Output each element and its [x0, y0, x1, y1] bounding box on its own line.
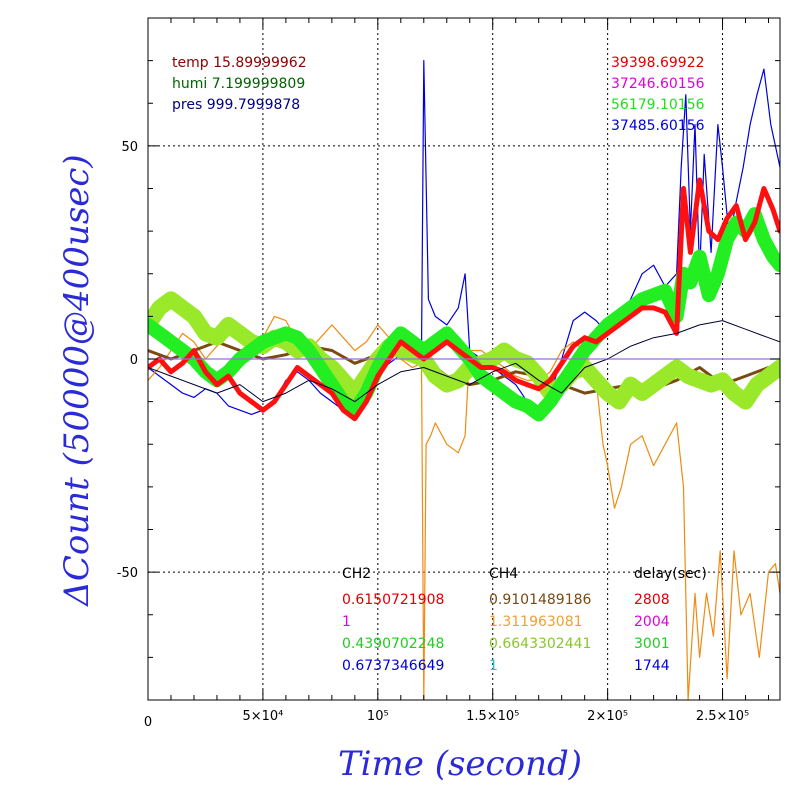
table-ch2-value: 0.6737346649 [342, 658, 444, 674]
y-tick-label: -50 [117, 566, 138, 581]
count-value: 37485.60156 [611, 118, 705, 134]
env-reading: humi 7.199999809 [172, 76, 305, 92]
table-ch2-value: 0.6150721908 [342, 592, 444, 608]
annotations: temp 15.89999962 humi 7.199999809 pres 999… [172, 55, 707, 674]
series-line-7 [148, 320, 780, 403]
table-ch4-value: 1.311963081 [489, 614, 583, 630]
table-header: delay(sec) [634, 566, 707, 582]
series-line-5 [148, 207, 780, 422]
y-tick-label: 0 [130, 353, 138, 368]
table-ch2-value: 0.4390702248 [342, 636, 444, 652]
count-value: 39398.69922 [611, 55, 705, 71]
table-header: CH4 [489, 566, 518, 582]
env-reading: pres 999.7999878 [172, 97, 300, 113]
table-header: CH2 [342, 566, 371, 582]
x-tick-label: 2.5×10⁵ [696, 709, 749, 724]
tick-labels: 0 5×10⁴ 10⁵ 1.5×10⁵ 2×10⁵ 2.5×10⁵ 50 0 -50 [117, 140, 749, 730]
table-delay-value: 3001 [634, 636, 670, 652]
ticks [147, 18, 780, 700]
y-axis-title: ΔCount (50000@400usec) [57, 154, 97, 607]
x-tick-label: 0 [144, 715, 152, 730]
x-tick-label: 5×10⁴ [242, 709, 283, 724]
x-tick-label: 10⁵ [367, 709, 389, 724]
table-delay-value: 1744 [634, 658, 670, 674]
series-line-6 [148, 177, 780, 422]
table-delay-value: 2004 [634, 614, 670, 630]
x-axis-title: Time (second) [338, 744, 582, 784]
table-ch4-value: 1 [489, 658, 498, 674]
table-delay-value: 2808 [634, 592, 670, 608]
y-tick-label: 50 [121, 140, 138, 155]
table-ch4-value: 0.6643302441 [489, 636, 591, 652]
env-reading: temp 15.89999962 [172, 55, 307, 71]
table-ch4-value: 0.9101489186 [489, 592, 592, 608]
table-ch2-value: 1 [342, 614, 351, 630]
x-tick-label: 1.5×10⁵ [466, 709, 519, 724]
series-layer [148, 59, 780, 700]
count-value: 37246.60156 [611, 76, 705, 92]
x-tick-label: 2×10⁵ [587, 709, 628, 724]
count-value: 56179.10156 [611, 97, 705, 113]
